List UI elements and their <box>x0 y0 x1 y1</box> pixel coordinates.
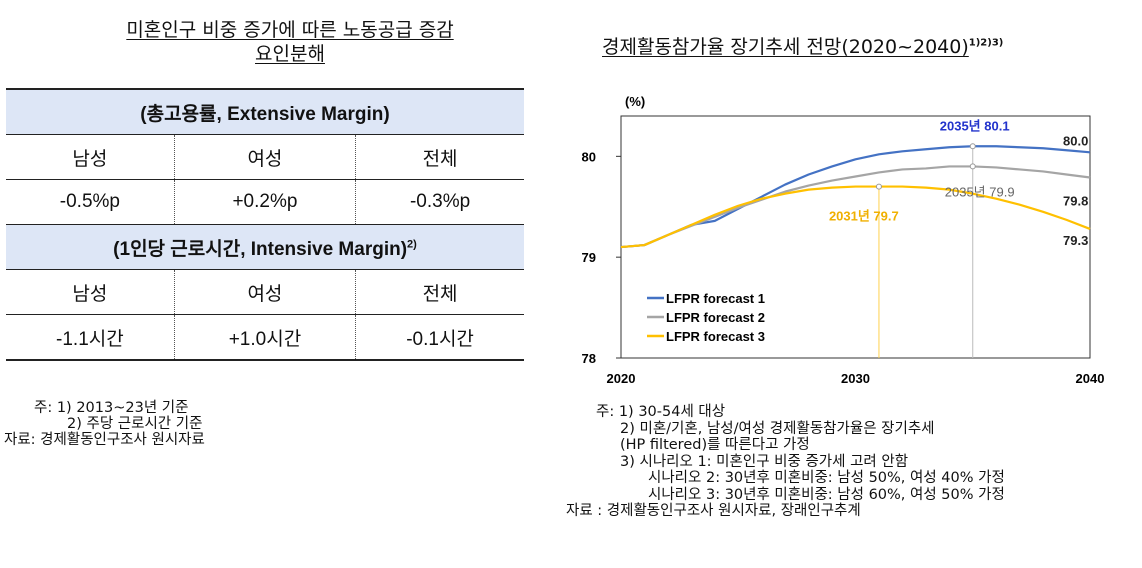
left-note-1: 주: 1) 2013~23년 기준 <box>34 400 189 416</box>
intensive-margin-header-text: (1인당 근로시간, Intensive Margin) <box>113 238 408 260</box>
legend-label: LFPR forecast 1 <box>666 291 765 306</box>
series-line-lfpr-forecast-1 <box>620 145 1091 249</box>
extensive-male-value: -0.5%p <box>6 179 175 225</box>
intensive-female-value: +1.0시간 <box>173 314 356 361</box>
series-line-lfpr-forecast-3 <box>620 185 1091 249</box>
chart-title: 경제활동참가율 장기추세 전망(2020~2040)1)2)3) <box>602 32 1003 59</box>
x-tick-label: 2040 <box>1076 371 1105 386</box>
legend-label: LFPR forecast 3 <box>666 329 765 344</box>
left-source: 자료: 경제활동인구조사 원시자료 <box>4 432 205 448</box>
right-note-3-scenario2: 시나리오 2: 30년후 미혼비중: 남성 50%, 여성 40% 가정 <box>648 470 1005 486</box>
right-note-3: 3) 시나리오 1: 미혼인구 비중 증가세 고려 안함 <box>620 453 909 470</box>
table-row: -0.5%p +0.2%p -0.3%p <box>6 179 524 225</box>
lfpr-chart: 78 79 80 2020 2030 2040 (%) 2035년 80.1 2035년 79.… <box>582 94 1105 386</box>
data-label: 2035년 80.1 <box>940 118 1010 133</box>
data-label: 79.3 <box>1063 233 1088 248</box>
right-note-1: 주: 1) 30-54세 대상 <box>596 404 726 420</box>
legend-label: LFPR forecast 2 <box>666 310 765 325</box>
right-note-2-cont: (HP filtered)를 따른다고 가정 <box>620 437 810 453</box>
extensive-margin-header: (총고용률, Extensive Margin) <box>6 88 524 135</box>
table-row: 남성 여성 전체 <box>6 134 524 180</box>
col-label-total: 전체 <box>355 134 524 180</box>
left-title-line1: 미혼인구 비중 증가에 따른 노동공급 증감 <box>126 19 454 41</box>
annotation-marker <box>875 183 882 190</box>
left-notes: 주: 1) 2013~23년 기준 2) 주당 근로시간 기준 자료: 경제활동… <box>4 400 524 448</box>
left-note-2: 2) 주당 근로시간 기준 <box>67 416 203 432</box>
plot-frame <box>620 115 1091 359</box>
col-label-male: 남성 <box>6 269 175 315</box>
annotation-marker <box>969 143 976 150</box>
extensive-total-value: -0.3%p <box>355 179 524 225</box>
annotation-marker <box>969 163 976 170</box>
chart-title-footnote: 1)2)3) <box>968 37 1004 49</box>
col-label-male: 남성 <box>6 134 175 180</box>
extensive-female-value: +0.2%p <box>173 179 356 225</box>
data-label: 79.8 <box>1063 194 1088 209</box>
x-tick-label: 2020 <box>607 371 636 386</box>
intensive-total-value: -0.1시간 <box>355 314 524 361</box>
x-tick-label: 2030 <box>841 371 870 386</box>
data-label: 2031년 79.7 <box>829 209 899 224</box>
data-label: 2035년 79.9 <box>945 184 1015 199</box>
left-title-line2: 요인분해 <box>255 43 325 65</box>
data-label: 80.0 <box>1063 133 1088 148</box>
col-label-female: 여성 <box>173 134 356 180</box>
col-label-total: 전체 <box>355 269 524 315</box>
series-line-lfpr-forecast-2 <box>620 165 1091 249</box>
table-row: 남성 여성 전체 <box>6 269 524 315</box>
col-label-female: 여성 <box>173 269 356 315</box>
decomposition-table: (총고용률, Extensive Margin) 남성 여성 전체 -0.5%p… <box>6 88 524 361</box>
y-tick-label: 79 <box>582 250 596 265</box>
chart-title-text: 경제활동참가율 장기추세 전망(2020~2040) <box>602 36 969 58</box>
left-title: 미혼인구 비중 증가에 따른 노동공급 증감 요인분해 <box>40 18 540 66</box>
y-axis-label: (%) <box>625 94 645 109</box>
intensive-male-value: -1.1시간 <box>6 314 175 361</box>
right-source: 자료 : 경제활동인구조사 원시자료, 장래인구추계 <box>566 503 861 519</box>
intensive-margin-header: (1인당 근로시간, Intensive Margin)2) <box>6 224 524 270</box>
y-tick-label: 78 <box>582 351 596 366</box>
intensive-margin-header-row: (1인당 근로시간, Intensive Margin)2) <box>6 224 524 270</box>
extensive-margin-header-row: (총고용률, Extensive Margin) <box>6 88 524 135</box>
right-note-3-scenario3: 시나리오 3: 30년후 미혼비중: 남성 60%, 여성 50% 가정 <box>648 486 1005 503</box>
right-note-2: 2) 미혼/기혼, 남성/여성 경제활동참가율은 장기추세 <box>620 420 935 437</box>
table-row: -1.1시간 +1.0시간 -0.1시간 <box>6 314 524 361</box>
y-tick-label: 80 <box>582 149 596 164</box>
right-notes: 주: 1) 30-54세 대상 2) 미혼/기혼, 남성/여성 경제활동참가율은… <box>566 404 1138 520</box>
intensive-footnote-marker: 2) <box>407 238 417 251</box>
